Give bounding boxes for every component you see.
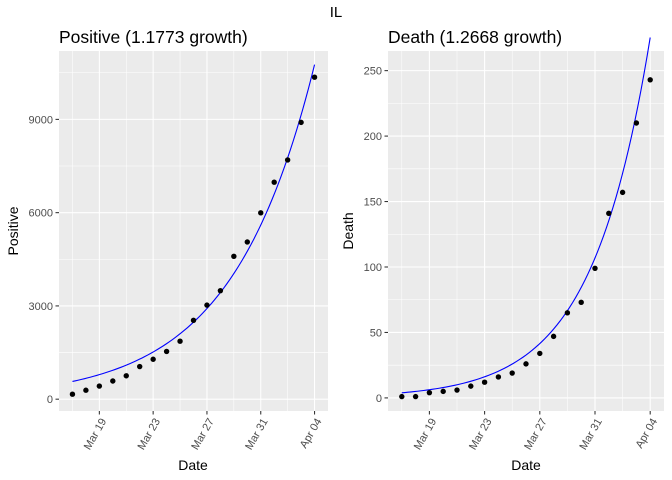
positive-y-tick-label: 3000 [29, 301, 53, 313]
death-y-tick-label: 150 [364, 197, 382, 209]
death-data-point [606, 210, 612, 217]
positive-y-tick-label: 0 [47, 394, 53, 406]
death-x-tick-label: Mar 31 [577, 416, 605, 452]
positive-data-point [258, 210, 264, 216]
death-y-axis-label: Death [340, 212, 356, 249]
positive-y-tick-label: 6000 [29, 208, 53, 220]
death-panel-title: Death (1.2668 growth) [388, 27, 562, 47]
positive-data-point [163, 348, 170, 355]
positive-data-point [231, 253, 237, 260]
positive-x-axis-label: Date [178, 457, 208, 473]
positive-data-point [244, 239, 250, 245]
positive-x-tick-label: Apr 04 [298, 416, 325, 450]
death-x-tick-label: Mar 19 [412, 416, 440, 452]
death-data-point [468, 383, 474, 389]
death-data-point [523, 361, 529, 367]
positive-data-point [217, 287, 224, 294]
positive-y-tick-label: 9000 [29, 114, 53, 126]
positive-data-point [204, 302, 210, 308]
death-data-point [619, 189, 626, 196]
death-data-point [399, 393, 405, 400]
positive-data-point [284, 157, 291, 163]
positive-data-point [69, 391, 76, 397]
positive-x-tick-label: Mar 23 [136, 416, 164, 452]
death-y-tick-label: 100 [364, 262, 382, 274]
death-data-point [564, 310, 571, 316]
death-data-point [537, 350, 543, 357]
death-data-point [647, 77, 653, 83]
positive-data-point [150, 356, 156, 362]
death-data-point [426, 389, 433, 396]
death-data-point [412, 393, 419, 400]
death-x-tick-label: Apr 04 [634, 416, 661, 450]
death-data-point [481, 379, 488, 385]
positive-x-tick-label: Mar 27 [189, 416, 217, 452]
death-fit-line [401, 37, 651, 394]
positive-data-point [190, 317, 197, 323]
death-x-tick-label: Mar 23 [467, 416, 495, 452]
death-x-axis-label: Date [511, 457, 541, 473]
positive-data-point [96, 383, 103, 389]
positive-plot-background [59, 51, 328, 411]
death-plot-background [388, 51, 664, 411]
positive-y-axis-label: Positive [5, 206, 21, 255]
positive-data-point [311, 74, 318, 80]
death-data-point [633, 120, 640, 126]
positive-data-point [298, 119, 304, 126]
positive-data-point [177, 338, 183, 344]
death-data-point [550, 333, 557, 340]
positive-data-point [110, 378, 116, 384]
death-data-point [495, 374, 502, 380]
figure-suptitle: IL [330, 4, 343, 21]
positive-panel: Positive (1.1773 growth) Date Positive M… [5, 27, 328, 473]
death-data-point [592, 265, 598, 272]
positive-data-point [83, 387, 89, 393]
positive-x-tick-label: Mar 31 [243, 416, 271, 452]
death-y-tick-label: 0 [376, 393, 382, 405]
death-x-tick-label: Mar 27 [522, 416, 550, 452]
positive-data-point [271, 179, 277, 185]
death-y-tick-label: 200 [364, 131, 382, 143]
death-data-point [454, 387, 460, 393]
positive-data-point [123, 373, 129, 379]
death-y-tick-label: 50 [370, 327, 382, 339]
death-data-point [440, 388, 446, 395]
positive-data-point [137, 363, 143, 370]
positive-panel-title: Positive (1.1773 growth) [59, 27, 248, 47]
death-data-point [578, 299, 584, 306]
positive-x-tick-label: Mar 19 [82, 416, 110, 452]
death-data-point [509, 370, 515, 376]
death-y-tick-label: 250 [364, 66, 382, 78]
death-panel: Death (1.2668 growth) Date Death Mar 19 M… [340, 27, 664, 473]
